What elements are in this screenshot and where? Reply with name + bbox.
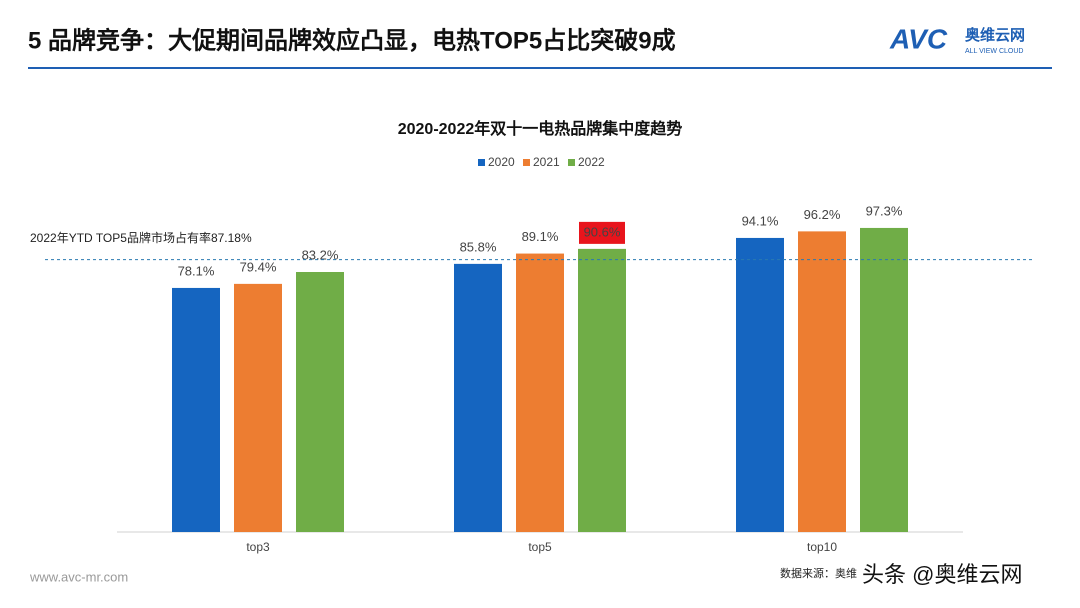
bar — [578, 248, 626, 532]
value-label: 96.2% — [804, 207, 841, 222]
legend-swatch — [523, 159, 530, 166]
logo: AVC — [889, 23, 948, 54]
watermark: 头条 @奥维云网 — [862, 562, 1022, 587]
x-tick-label: top3 — [246, 540, 270, 554]
bar — [736, 237, 784, 532]
value-label: 89.1% — [522, 229, 559, 244]
legend-label: 2020 — [488, 155, 515, 169]
footer-url: www.avc-mr.com — [29, 569, 128, 584]
bar — [516, 253, 564, 532]
bar — [454, 263, 502, 532]
x-tick-label: top10 — [807, 540, 837, 554]
value-label: 85.8% — [460, 239, 497, 254]
chart-title: 2020-2022年双十一电热品牌集中度趋势 — [398, 119, 683, 138]
bar — [234, 283, 282, 532]
legend-swatch — [568, 159, 575, 166]
bar — [172, 287, 220, 532]
legend-label: 2021 — [533, 155, 560, 169]
value-label: 90.6% — [584, 224, 621, 239]
header-rule — [28, 67, 1052, 69]
value-label: 94.1% — [742, 213, 779, 228]
logo-en: ALL VIEW CLOUD — [965, 48, 1023, 55]
x-tick-label: top5 — [528, 540, 552, 554]
logo-cn: 奥维云网 — [965, 26, 1025, 44]
reference-label: 2022年YTD TOP5品牌市场占有率87.18% — [30, 230, 252, 245]
slide-title: 5 品牌竞争：大促期间品牌效应凸显，电热TOP5占比突破9成 — [28, 26, 676, 54]
value-label: 79.4% — [240, 259, 277, 274]
legend-swatch — [478, 159, 485, 166]
bar — [860, 227, 908, 532]
value-label: 78.1% — [178, 263, 215, 278]
value-label: 83.2% — [302, 247, 339, 262]
source: 数据来源：奥维 — [780, 566, 857, 580]
highlight-box — [579, 221, 625, 244]
value-label: 97.3% — [866, 203, 903, 218]
bar — [798, 231, 846, 532]
bar — [296, 272, 344, 532]
legend-label: 2022 — [578, 155, 605, 169]
